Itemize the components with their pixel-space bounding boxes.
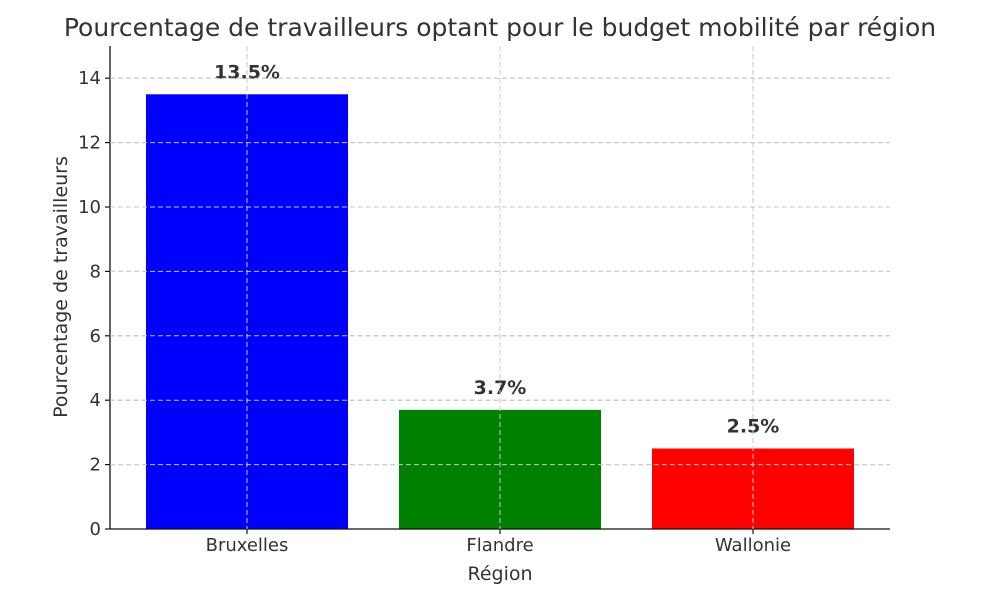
y-axis-label: Pourcentage de travailleurs (50, 156, 72, 418)
y-tick-label: 8 (90, 261, 101, 282)
bar-flandre (399, 409, 601, 529)
y-tick-label: 10 (78, 197, 101, 218)
x-tick-label: Wallonie (715, 535, 791, 556)
labels-layer: 13.5%3.7%2.5% (110, 46, 890, 529)
y-tick-label: 14 (78, 68, 101, 89)
x-tick-label: Flandre (466, 535, 533, 556)
y-tick-label: 6 (90, 326, 101, 347)
y-tick-label: 2 (90, 455, 101, 476)
y-tick-label: 0 (90, 519, 101, 540)
x-tick-label: Bruxelles (206, 535, 289, 556)
y-tick-label: 12 (78, 133, 101, 154)
chart-title: Pourcentage de travailleurs optant pour … (64, 13, 936, 42)
y-tick-label: 4 (90, 390, 101, 411)
data-label: 3.7% (474, 377, 527, 399)
x-axis-label: Région (467, 563, 532, 585)
